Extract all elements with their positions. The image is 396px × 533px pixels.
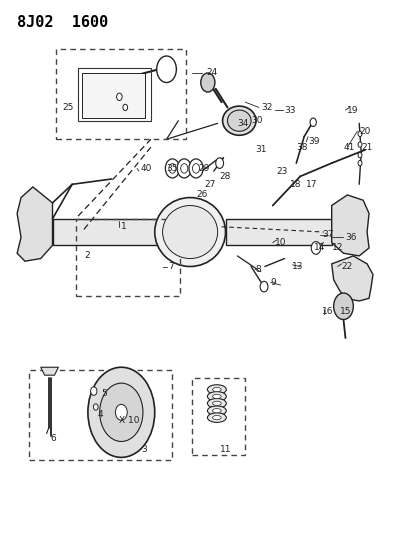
Circle shape (311, 241, 321, 254)
Bar (76, 219, 180, 296)
Text: 25: 25 (62, 103, 74, 112)
Ellipse shape (213, 387, 221, 392)
Text: 36: 36 (345, 233, 357, 242)
Bar (53, 219, 167, 245)
Text: 2: 2 (84, 252, 89, 261)
Text: 34: 34 (237, 119, 249, 128)
Text: 7: 7 (169, 262, 174, 271)
Text: 12: 12 (332, 244, 343, 253)
Polygon shape (332, 195, 369, 256)
Text: 10: 10 (275, 238, 286, 247)
Bar (29, 370, 172, 460)
Text: 18: 18 (290, 180, 302, 189)
Text: 35: 35 (167, 164, 178, 173)
Circle shape (169, 164, 176, 173)
Circle shape (358, 142, 362, 147)
Text: 28: 28 (220, 172, 231, 181)
Ellipse shape (223, 106, 256, 135)
Text: 26: 26 (196, 190, 208, 199)
Bar (57, 49, 186, 139)
Ellipse shape (227, 110, 251, 131)
Circle shape (116, 93, 122, 101)
Ellipse shape (163, 206, 218, 259)
Text: 21: 21 (361, 143, 373, 152)
Ellipse shape (213, 409, 221, 413)
Circle shape (93, 404, 98, 410)
Text: 33: 33 (284, 106, 296, 115)
Ellipse shape (213, 394, 221, 399)
Text: 17: 17 (306, 180, 318, 189)
Circle shape (358, 131, 362, 136)
Text: 5: 5 (102, 389, 107, 398)
Text: 23: 23 (277, 166, 288, 175)
Circle shape (216, 158, 224, 168)
Text: 6: 6 (51, 434, 56, 443)
Circle shape (166, 159, 179, 178)
Ellipse shape (213, 416, 221, 419)
Circle shape (201, 73, 215, 92)
Circle shape (189, 159, 203, 178)
Text: 3: 3 (141, 445, 147, 454)
Text: 37: 37 (322, 230, 333, 239)
Bar (78, 68, 151, 120)
Text: 16: 16 (322, 307, 333, 316)
Ellipse shape (208, 385, 226, 394)
Text: 15: 15 (339, 307, 351, 316)
Text: 41: 41 (343, 143, 355, 152)
Circle shape (260, 281, 268, 292)
Text: 11: 11 (220, 445, 231, 454)
Text: 32: 32 (261, 103, 272, 112)
Text: 13: 13 (292, 262, 304, 271)
Bar (82, 73, 145, 118)
Circle shape (115, 405, 127, 420)
Text: 19: 19 (347, 106, 359, 115)
Circle shape (358, 152, 362, 158)
Circle shape (334, 293, 353, 319)
Polygon shape (332, 256, 373, 301)
Bar (192, 378, 245, 455)
Circle shape (157, 56, 176, 83)
Ellipse shape (155, 198, 226, 266)
Text: 4: 4 (98, 410, 103, 419)
Text: 20: 20 (359, 127, 371, 136)
Circle shape (88, 367, 155, 457)
Text: 27: 27 (204, 180, 215, 189)
Text: 8: 8 (255, 265, 261, 273)
Ellipse shape (208, 392, 226, 401)
Polygon shape (41, 367, 58, 375)
Text: 40: 40 (141, 164, 152, 173)
Circle shape (192, 164, 200, 173)
Text: X 10: X 10 (119, 416, 140, 425)
Text: 14: 14 (314, 244, 326, 253)
Text: 38: 38 (296, 143, 308, 152)
Circle shape (99, 82, 105, 91)
Ellipse shape (208, 399, 226, 408)
Circle shape (100, 383, 143, 441)
Text: 9: 9 (271, 278, 276, 287)
Circle shape (177, 159, 191, 178)
Ellipse shape (213, 401, 221, 406)
Text: 24: 24 (206, 68, 217, 77)
Circle shape (181, 164, 188, 173)
Text: 22: 22 (341, 262, 353, 271)
Text: 31: 31 (255, 146, 267, 155)
Ellipse shape (208, 406, 226, 416)
Circle shape (91, 387, 97, 395)
Text: 8J02  1600: 8J02 1600 (17, 14, 109, 30)
Circle shape (89, 77, 99, 90)
Polygon shape (17, 187, 53, 261)
Text: 29: 29 (198, 164, 209, 173)
Bar (226, 219, 332, 245)
Ellipse shape (208, 413, 226, 422)
Circle shape (358, 160, 362, 166)
Text: 1: 1 (121, 222, 127, 231)
Text: 39: 39 (308, 138, 320, 147)
Text: 30: 30 (251, 116, 263, 125)
Circle shape (310, 118, 316, 126)
Circle shape (123, 104, 128, 111)
